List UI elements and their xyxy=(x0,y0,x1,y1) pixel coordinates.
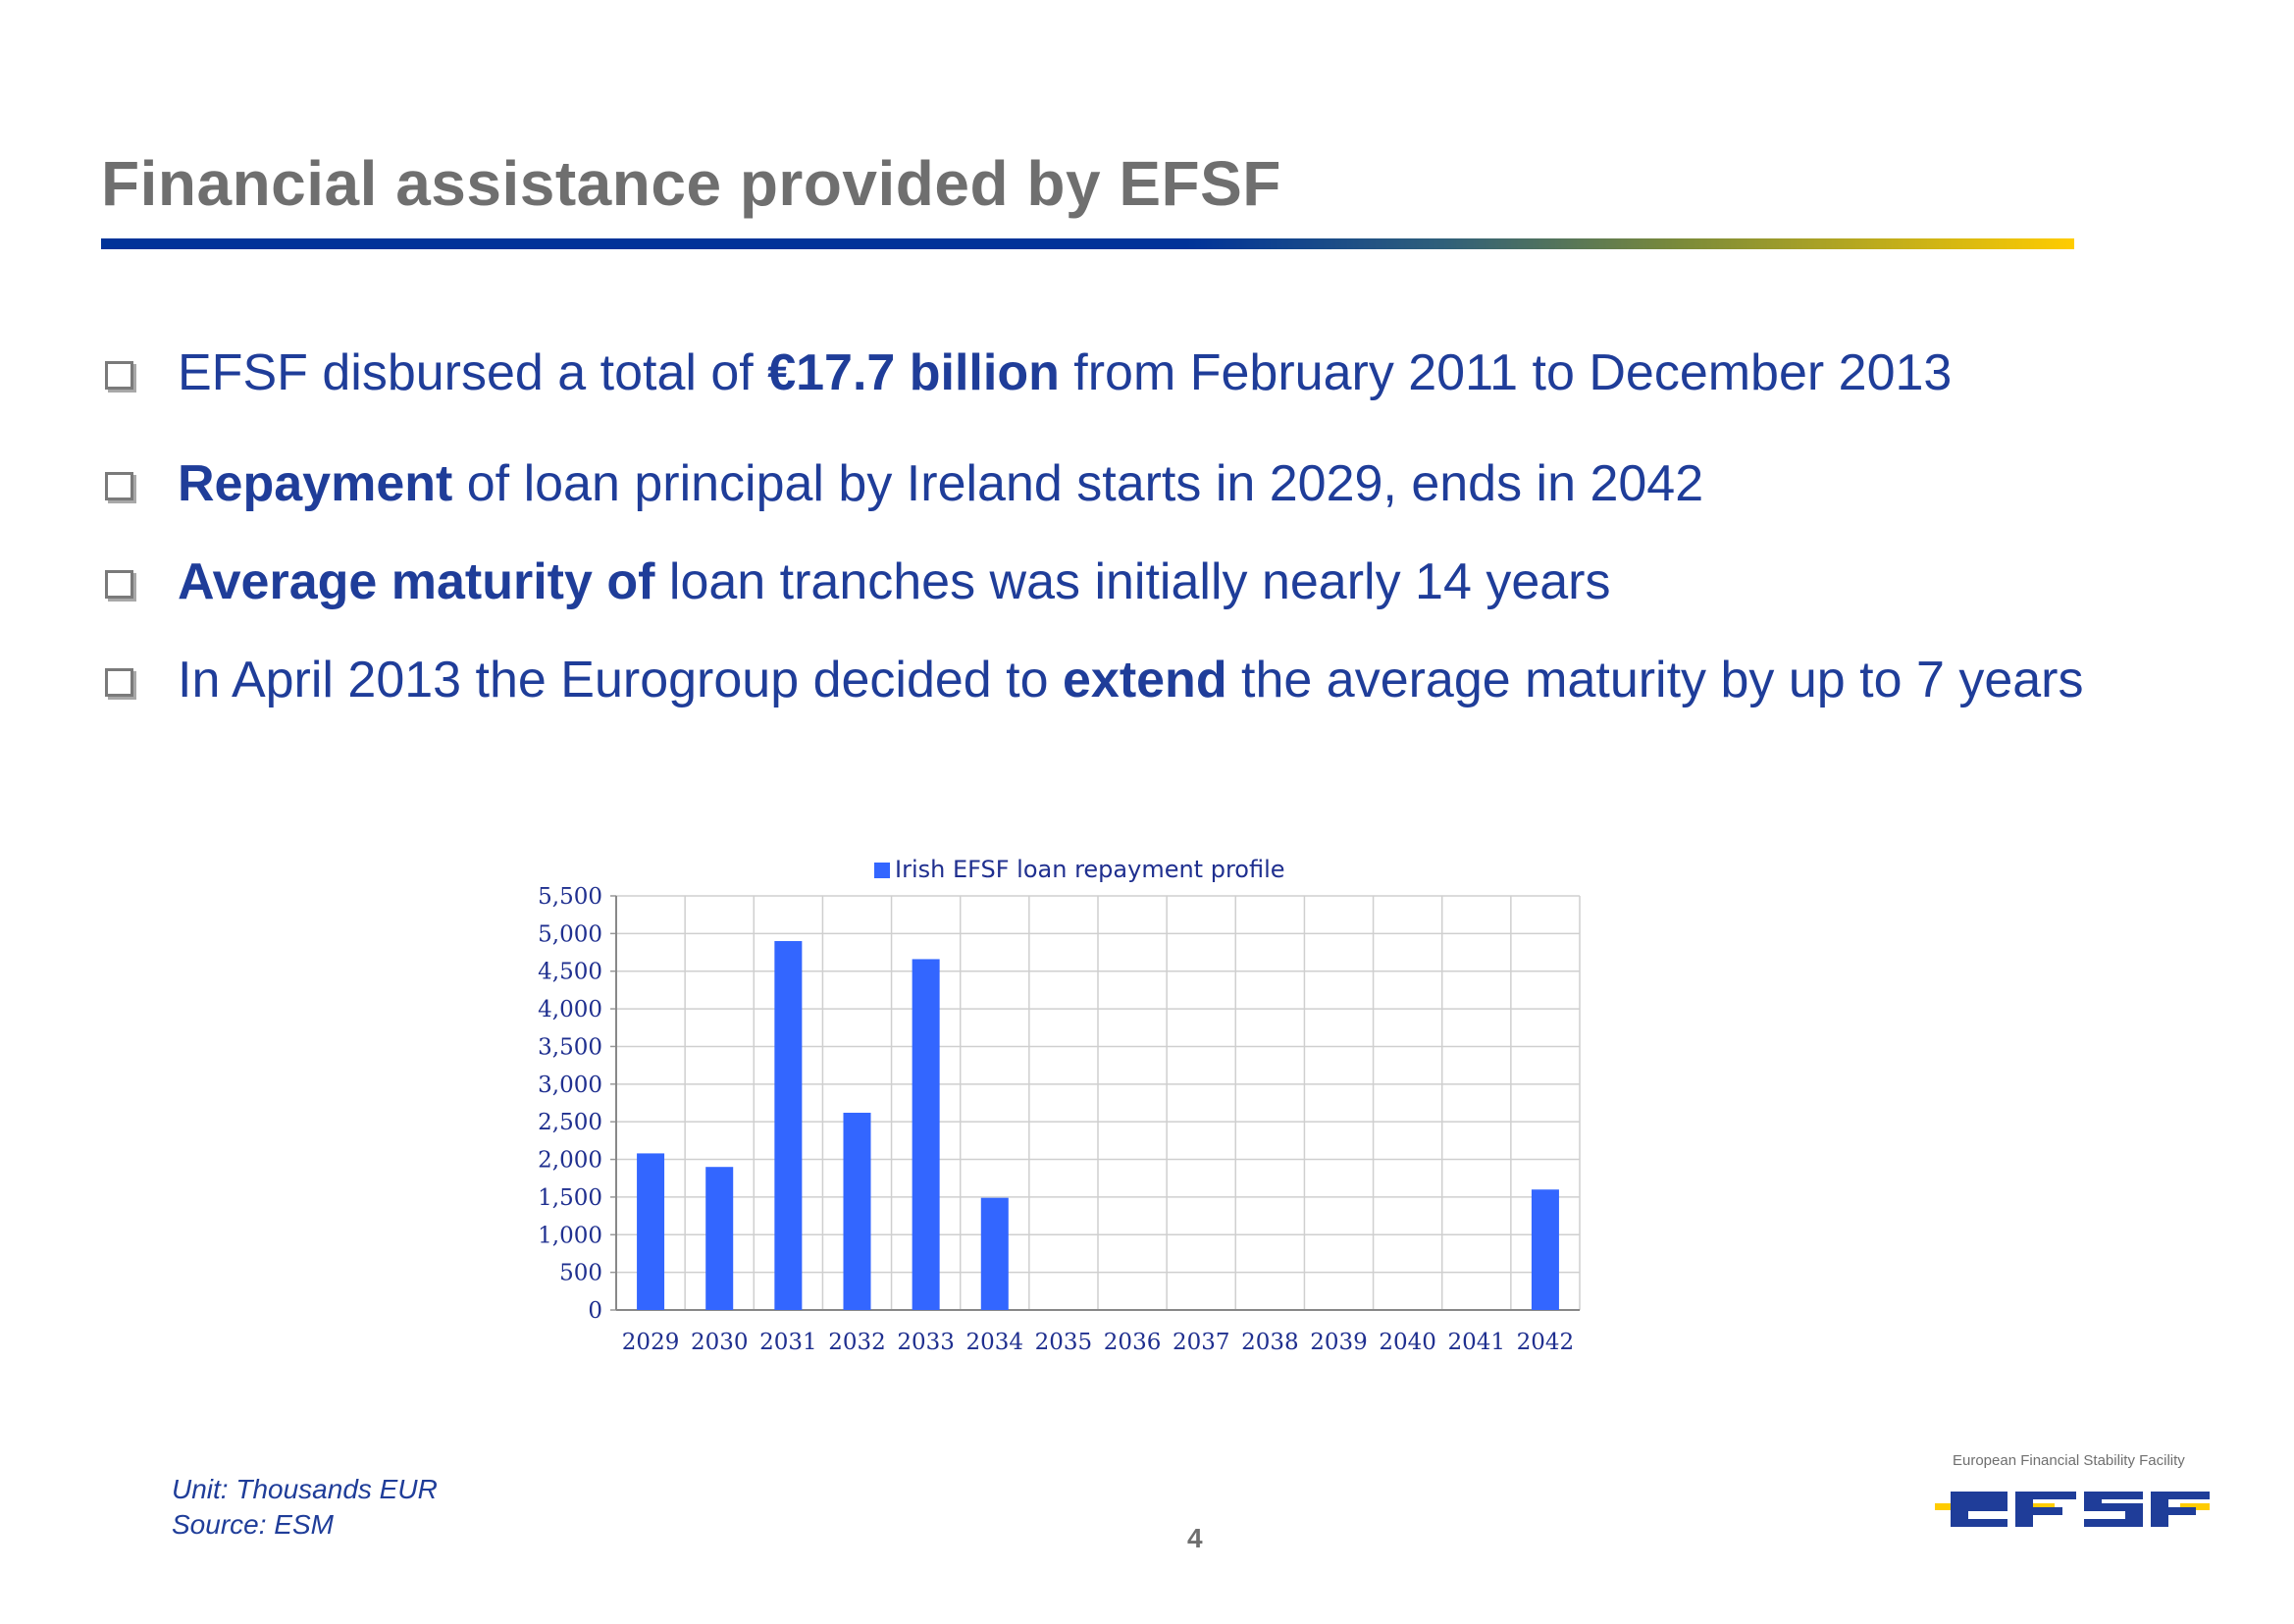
bullet-text: Repayment of loan principal by Ireland s… xyxy=(178,455,1704,512)
y-tick-label: 4,000 xyxy=(538,997,602,1022)
source-note: Source: ESM xyxy=(172,1509,334,1540)
x-tick-label: 2030 xyxy=(691,1330,749,1355)
y-tick-label: 5,500 xyxy=(538,884,602,910)
x-tick-label: 2029 xyxy=(622,1330,680,1355)
checkbox-bullet-icon xyxy=(105,472,133,500)
x-tick-label: 2033 xyxy=(897,1330,955,1355)
y-tick-label: 3,000 xyxy=(538,1073,602,1098)
slide-title: Financial assistance provided by EFSF xyxy=(101,148,1281,219)
y-tick-label: 500 xyxy=(559,1261,602,1286)
y-tick-label: 1,500 xyxy=(538,1185,602,1211)
x-tick-label: 2041 xyxy=(1448,1330,1506,1355)
bar xyxy=(980,1197,1009,1310)
bar xyxy=(637,1153,665,1310)
checkbox-bullet-icon xyxy=(105,668,133,697)
bar xyxy=(1531,1189,1559,1310)
y-tick-label: 2,500 xyxy=(538,1110,602,1135)
x-tick-label: 2031 xyxy=(759,1330,817,1355)
x-tick-label: 2037 xyxy=(1173,1330,1230,1355)
legend-swatch xyxy=(874,863,890,878)
y-tick-label: 4,500 xyxy=(538,960,602,985)
bullet-text: Average maturity of loan tranches was in… xyxy=(178,553,1611,610)
page-number: 4 xyxy=(1187,1523,1203,1553)
bullet-text: In April 2013 the Eurogroup decided to e… xyxy=(178,652,2084,708)
efsf-logo-mark-icon xyxy=(1935,1492,2210,1527)
x-tick-label: 2035 xyxy=(1035,1330,1093,1355)
bar xyxy=(843,1112,871,1310)
bar xyxy=(774,941,803,1310)
y-tick-label: 1,000 xyxy=(538,1223,602,1248)
bar xyxy=(912,959,940,1310)
legend-label: Irish EFSF loan repayment profile xyxy=(895,856,1285,883)
y-tick-label: 3,500 xyxy=(538,1034,602,1060)
repayment-chart: 0 500 1,000 1,500 2,000 2,500 3,000 3,500 4,000 4… xyxy=(510,844,1609,1393)
y-tick-label: 5,000 xyxy=(538,921,602,947)
x-tick-label: 2036 xyxy=(1104,1330,1162,1355)
x-tick-label: 2040 xyxy=(1379,1330,1436,1355)
chart-svg: 0 500 1,000 1,500 2,000 2,500 3,000 3,500 4,000 4… xyxy=(538,856,1581,1355)
bullet-text: EFSF disbursed a total of €17.7 billion … xyxy=(178,344,1953,401)
y-tick-label: 0 xyxy=(588,1298,602,1324)
checkbox-bullet-icon xyxy=(105,570,133,599)
logo-caption: European Financial Stability Facility xyxy=(1953,1452,2185,1469)
efsf-logo: European Financial Stability Facility xyxy=(1923,1452,2217,1541)
x-tick-label: 2042 xyxy=(1517,1330,1575,1355)
x-tick-label: 2038 xyxy=(1241,1330,1299,1355)
unit-note: Unit: Thousands EUR xyxy=(172,1474,438,1504)
x-tick-label: 2032 xyxy=(828,1330,886,1355)
checkbox-bullet-icon xyxy=(105,361,133,390)
x-tick-label: 2039 xyxy=(1310,1330,1368,1355)
title-underline xyxy=(101,238,2074,249)
y-tick-label: 2,000 xyxy=(538,1148,602,1174)
x-tick-label: 2034 xyxy=(966,1330,1024,1355)
bar xyxy=(705,1167,734,1310)
